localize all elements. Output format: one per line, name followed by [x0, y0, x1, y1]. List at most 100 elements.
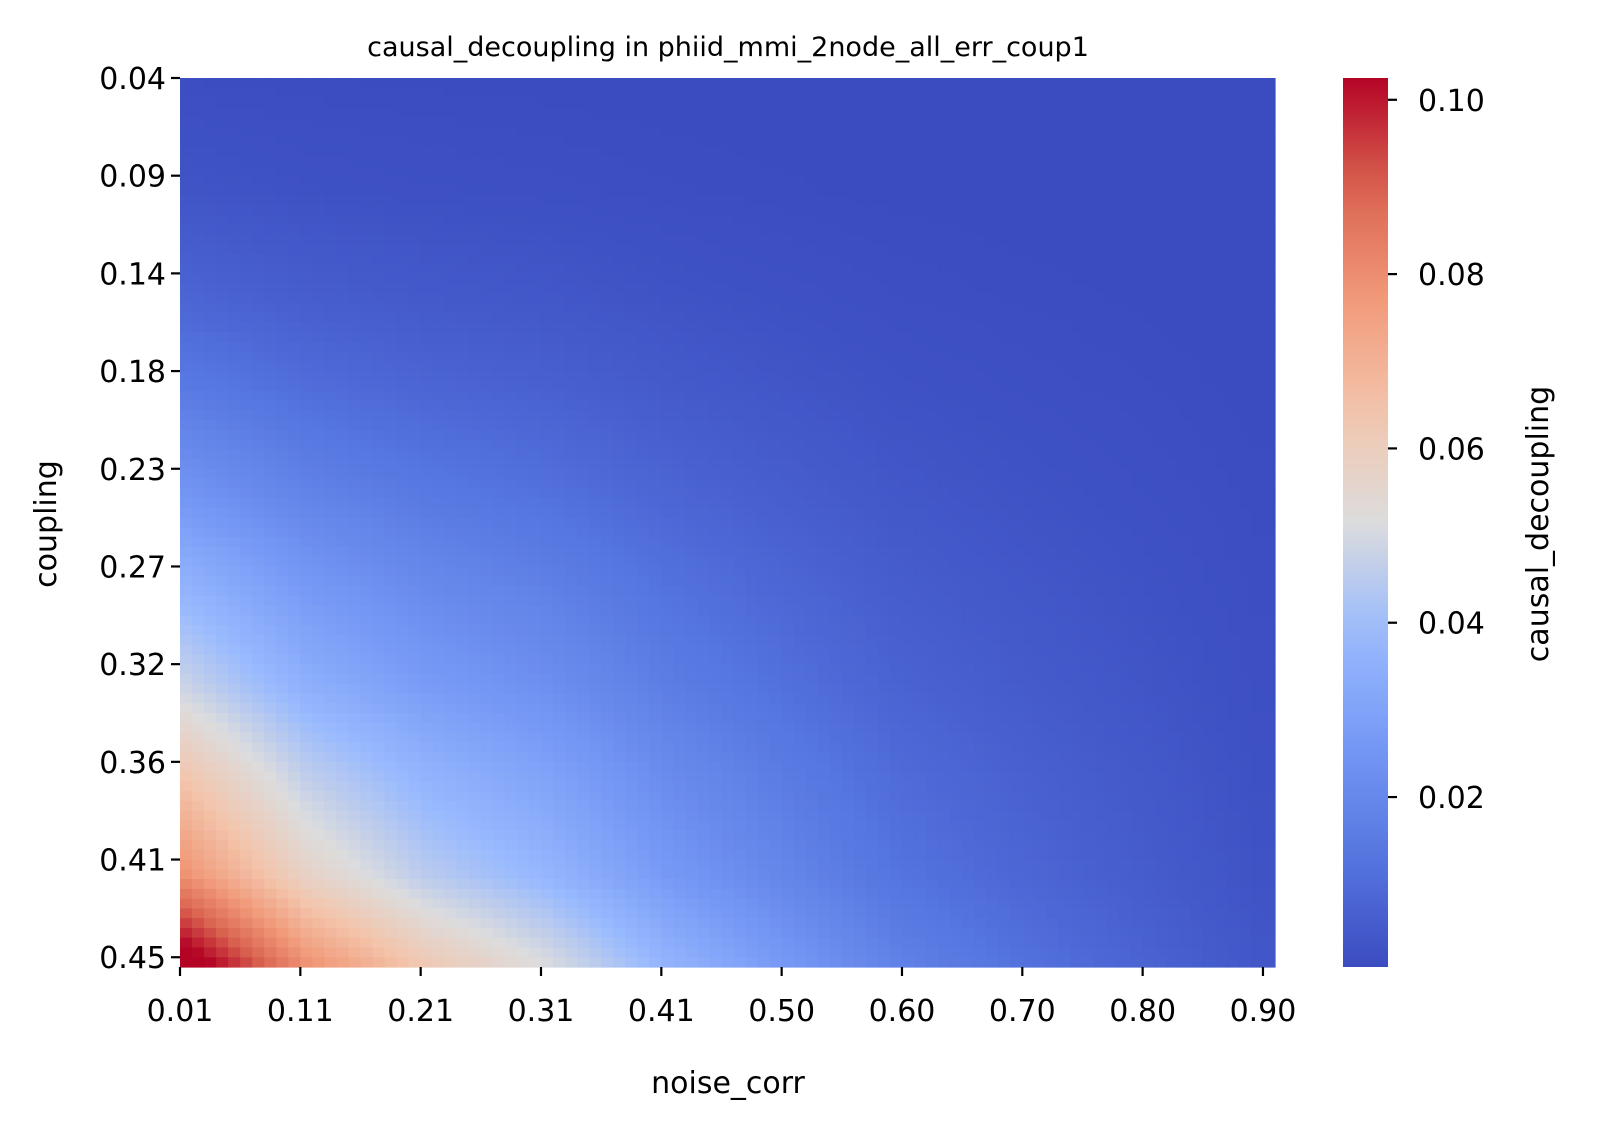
heatmap-cell — [180, 351, 193, 362]
heatmap-cell — [1250, 185, 1264, 196]
heatmap-cell — [1070, 87, 1084, 99]
heatmap-cell — [1094, 586, 1108, 597]
heatmap-cell — [456, 78, 470, 89]
heatmap-cell — [841, 566, 855, 577]
heatmap-cell — [998, 566, 1011, 577]
heatmap-cell — [1178, 400, 1192, 411]
heatmap-cell — [1214, 586, 1228, 597]
heatmap-cell — [721, 146, 735, 157]
heatmap-cell — [565, 419, 578, 431]
heatmap-cell — [613, 117, 626, 128]
heatmap-cell — [456, 380, 470, 392]
heatmap-cell — [1082, 156, 1096, 167]
heatmap-cell — [1226, 78, 1240, 89]
heatmap-cell — [938, 468, 951, 480]
heatmap-cell — [1226, 341, 1240, 353]
heatmap-cell — [456, 586, 470, 597]
heatmap-cell — [480, 107, 494, 118]
heatmap-cell — [793, 517, 807, 528]
heatmap-cell — [757, 136, 771, 147]
heatmap-cell — [504, 371, 518, 382]
heatmap-cell — [1022, 185, 1035, 196]
heatmap-cell — [553, 459, 566, 470]
heatmap-cell — [914, 605, 927, 616]
heatmap-cell — [733, 507, 747, 519]
heatmap-cell — [1022, 419, 1035, 431]
heatmap-cell — [613, 566, 626, 577]
heatmap-cell — [745, 332, 759, 343]
heatmap-cell — [372, 165, 386, 177]
heatmap-cell — [276, 234, 289, 245]
heatmap-cell — [601, 546, 614, 558]
heatmap-cell — [372, 126, 386, 138]
heatmap-cell — [1118, 312, 1132, 323]
heatmap-cell — [553, 517, 566, 528]
heatmap-cell — [841, 351, 855, 362]
heatmap-cell — [974, 312, 987, 323]
heatmap-cell — [649, 292, 662, 304]
heatmap-cell — [601, 136, 614, 147]
heatmap-cell — [709, 312, 723, 323]
heatmap-cell — [252, 146, 265, 157]
heatmap-cell — [817, 351, 831, 362]
heatmap-cell — [300, 78, 313, 89]
heatmap-cell — [240, 546, 253, 558]
heatmap-cell — [1190, 429, 1204, 441]
heatmap-cell — [288, 576, 301, 587]
heatmap-cell — [889, 312, 903, 323]
heatmap-cell — [1190, 400, 1204, 411]
heatmap-cell — [733, 498, 747, 509]
heatmap-cell — [228, 371, 241, 382]
heatmap-cell — [649, 205, 662, 216]
heatmap-cell — [1190, 449, 1204, 460]
heatmap-cell — [805, 312, 819, 323]
heatmap-cell — [1202, 400, 1216, 411]
heatmap-cell — [673, 507, 686, 519]
heatmap-cell — [288, 507, 301, 519]
heatmap-cell — [1238, 595, 1252, 607]
heatmap-cell — [877, 419, 891, 431]
heatmap-cell — [745, 429, 759, 441]
heatmap-cell — [456, 146, 470, 157]
heatmap-cell — [901, 214, 915, 226]
heatmap-cell — [721, 107, 735, 118]
heatmap-cell — [252, 302, 265, 314]
heatmap-cell — [324, 87, 338, 99]
heatmap-cell — [589, 156, 602, 167]
heatmap-cell — [781, 351, 795, 362]
heatmap-cell — [1142, 449, 1156, 460]
heatmap-cell — [1046, 498, 1059, 509]
heatmap-cell — [793, 205, 807, 216]
heatmap-cell — [192, 146, 205, 157]
heatmap-cell — [841, 117, 855, 128]
heatmap-cell — [781, 400, 795, 411]
heatmap-cell — [420, 253, 434, 265]
heatmap-cell — [1202, 195, 1216, 206]
heatmap-cell — [841, 595, 855, 607]
heatmap-cell — [468, 527, 482, 538]
heatmap-cell — [865, 273, 879, 284]
heatmap-cell — [1010, 419, 1023, 431]
heatmap-cell — [540, 546, 554, 558]
heatmap-cell — [384, 488, 398, 499]
heatmap-cell — [264, 449, 277, 460]
heatmap-cell — [853, 224, 867, 235]
heatmap-cell — [1118, 78, 1132, 89]
heatmap-cell — [1214, 78, 1228, 89]
heatmap-cell — [1046, 205, 1059, 216]
heatmap-cell — [938, 117, 951, 128]
heatmap-cell — [276, 371, 289, 382]
heatmap-cell — [877, 273, 891, 284]
heatmap-cell — [288, 371, 301, 382]
heatmap-cell — [1046, 449, 1059, 460]
heatmap-cell — [324, 195, 338, 206]
heatmap-cell — [793, 429, 807, 441]
heatmap-cell — [420, 322, 434, 333]
heatmap-cell — [613, 244, 626, 255]
heatmap-cell — [637, 126, 650, 138]
heatmap-cell — [950, 97, 963, 108]
heatmap-cell — [1058, 527, 1072, 538]
heatmap-cell — [504, 537, 518, 548]
heatmap-cell — [865, 165, 879, 177]
heatmap-cell — [312, 507, 325, 519]
